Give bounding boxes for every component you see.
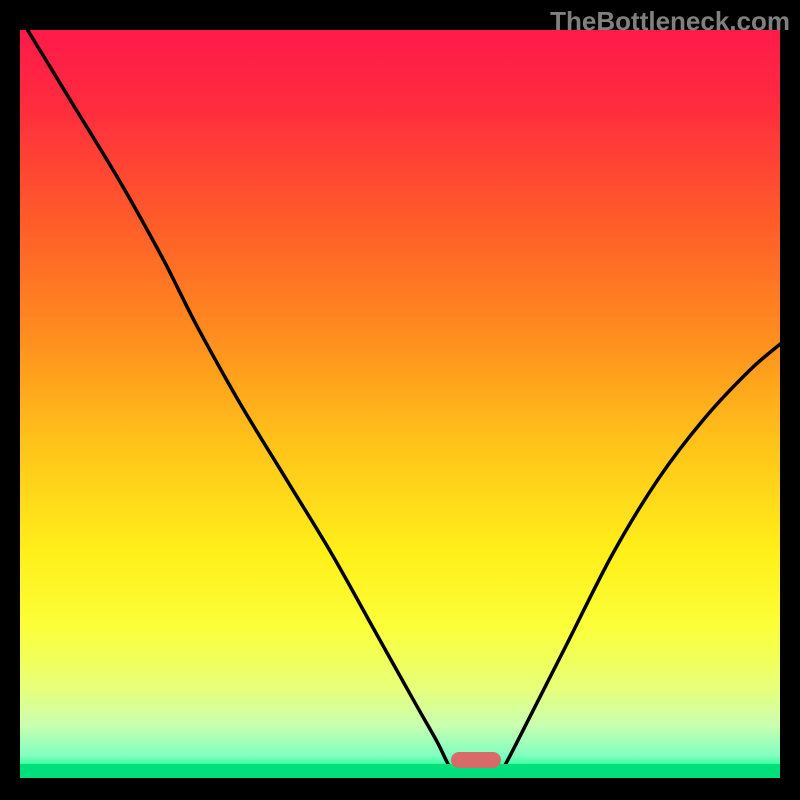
bottom-green-bar (20, 764, 780, 778)
minimum-marker (451, 752, 501, 768)
bottleneck-curve (28, 30, 780, 778)
curve-overlay (20, 30, 780, 778)
chart-container: TheBottleneck.com (0, 0, 800, 800)
plot-area (20, 30, 780, 778)
watermark-text: TheBottleneck.com (550, 6, 790, 37)
